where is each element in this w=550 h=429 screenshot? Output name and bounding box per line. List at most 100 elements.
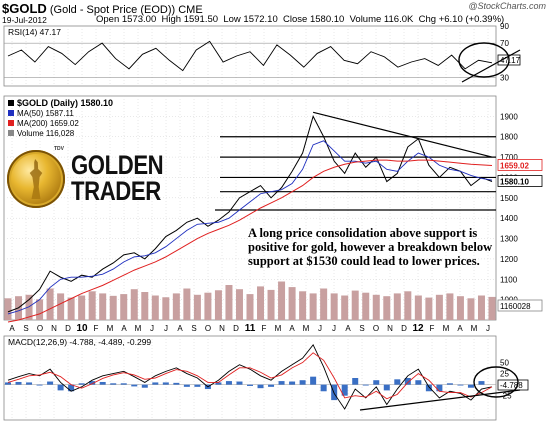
macd-histogram-bar bbox=[278, 381, 285, 385]
x-tick-label: A bbox=[289, 324, 295, 333]
close-value: 1580.10 bbox=[309, 14, 345, 25]
x-tick-label: D bbox=[65, 324, 71, 333]
x-tick-label: N bbox=[51, 324, 57, 333]
date-label: 19-Jul-2012 bbox=[2, 15, 47, 25]
volume-bar bbox=[78, 295, 86, 320]
macd-histogram-bar bbox=[120, 383, 127, 385]
legend-entry: MA(200) 1659.02 bbox=[17, 119, 79, 128]
rsi-y-tick: 30 bbox=[500, 73, 509, 82]
price-value-box bbox=[497, 175, 543, 187]
volume-value-label: 1160028 bbox=[500, 302, 531, 311]
macd-histogram-bar bbox=[173, 382, 180, 385]
price-y-tick: 1200 bbox=[500, 255, 518, 264]
volume-bar bbox=[372, 294, 380, 320]
macd-histogram-bar bbox=[320, 384, 327, 392]
volume-bar bbox=[99, 293, 107, 320]
x-tick-label: O bbox=[37, 324, 43, 333]
x-tick-label: J bbox=[332, 324, 336, 333]
x-tick-label: A bbox=[177, 324, 183, 333]
x-axis: A S O N D 10 F M A M J J A S O N D 11 F M A M J J A S O N D 12 F M A M J bbox=[9, 323, 490, 334]
macd-histogram-bar bbox=[5, 382, 11, 385]
macd-histogram-bar bbox=[141, 384, 148, 388]
macd-histogram-bar bbox=[236, 381, 243, 385]
golden-trader-logo: GOLDEN TRADER bbox=[71, 152, 164, 206]
volume-bar bbox=[25, 294, 33, 320]
macd-histogram-bar bbox=[467, 384, 474, 388]
volume-bar bbox=[456, 296, 464, 320]
symbol-title: $GOLD bbox=[2, 1, 47, 16]
macd-histogram-bar bbox=[415, 380, 422, 385]
volume-bar bbox=[404, 291, 412, 320]
volume-bar bbox=[225, 285, 233, 320]
x-tick-label: J bbox=[164, 324, 168, 333]
volume-bar bbox=[162, 297, 170, 320]
x-tick-label: S bbox=[191, 324, 196, 333]
volume-bar bbox=[488, 296, 496, 320]
volume-bar bbox=[67, 297, 75, 320]
x-tick-label: M bbox=[135, 324, 142, 333]
macd-histogram-bar bbox=[404, 378, 411, 385]
volume-bar bbox=[120, 294, 128, 320]
price-value-label: 1580.10 bbox=[500, 178, 529, 187]
macd-histogram-bar bbox=[183, 384, 190, 387]
macd-histogram-bar bbox=[268, 384, 275, 387]
macd-y-tick: 25 bbox=[500, 370, 509, 379]
price-y-tick: 1800 bbox=[500, 133, 518, 142]
x-tick-label: D bbox=[401, 324, 407, 333]
volume-bar bbox=[141, 292, 149, 320]
exchange-label: CME bbox=[178, 4, 203, 16]
volume-bar bbox=[309, 293, 317, 320]
macd-y-tick: 50 bbox=[500, 359, 509, 368]
volume-bar bbox=[257, 286, 265, 320]
macd-panel: MACD(12,26,9) -4.788, -4.489, -0.299 bbox=[5, 337, 493, 410]
rsi-circle-annotation bbox=[458, 42, 510, 78]
price-value-label: 1659.02 bbox=[500, 161, 529, 170]
rsi-panel: RSI(14) 47.17 bbox=[7, 27, 493, 72]
rsi-legend: RSI(14) 47.17 bbox=[8, 27, 61, 37]
macd-circle-annotation bbox=[473, 366, 519, 398]
x-tick-label: A bbox=[121, 324, 127, 333]
price-panel bbox=[4, 111, 496, 323]
x-tick-label: M bbox=[303, 324, 310, 333]
macd-histogram-bar bbox=[310, 376, 317, 385]
volume-bar bbox=[477, 295, 485, 320]
volume-bar bbox=[330, 293, 338, 320]
volume-bar bbox=[341, 295, 349, 320]
volume-bar bbox=[109, 295, 117, 320]
change-value: +6.10 (+0.39%) bbox=[438, 14, 505, 25]
legend-entry: $GOLD (Daily) 1580.10 bbox=[17, 98, 113, 108]
volume-bar bbox=[151, 295, 159, 320]
macd-histogram-bar bbox=[68, 384, 75, 392]
macd-histogram-bar bbox=[436, 384, 443, 392]
open-value: 1573.00 bbox=[121, 14, 157, 25]
x-tick-label: M bbox=[471, 324, 478, 333]
logo-line2: TRADER bbox=[71, 176, 161, 206]
macd-histogram-bar bbox=[131, 384, 138, 387]
price-y-tick: 1300 bbox=[500, 235, 518, 244]
volume-bar bbox=[88, 291, 96, 320]
volume-bar bbox=[383, 296, 391, 320]
price-series-1 bbox=[7, 140, 493, 315]
volume-bar bbox=[446, 293, 454, 320]
rsi-y-tick: 90 bbox=[500, 22, 509, 31]
macd-value-box bbox=[497, 379, 529, 391]
rsi-y-tick: 70 bbox=[500, 39, 509, 48]
x-tick-label: A bbox=[457, 324, 463, 333]
macd-histogram-bar bbox=[89, 381, 96, 385]
volume-bar bbox=[235, 289, 243, 320]
volume-bar bbox=[362, 292, 370, 320]
watermark: @StockCharts.com bbox=[468, 1, 546, 11]
high-value: 1591.50 bbox=[183, 14, 219, 25]
rsi-line bbox=[7, 40, 493, 72]
ohlc-strip: Open 1573.00 High 1591.50 Low 1572.10 Cl… bbox=[96, 14, 505, 25]
x-tick-label: F bbox=[94, 324, 99, 333]
volume-bar bbox=[425, 297, 433, 320]
macd-histogram-bar bbox=[47, 381, 54, 385]
x-tick-label: N bbox=[387, 324, 393, 333]
macd-histogram-bar bbox=[26, 382, 33, 385]
macd-histogram-bar bbox=[478, 381, 485, 385]
macd-histogram-bar bbox=[352, 378, 359, 385]
volume-bar bbox=[183, 288, 191, 320]
grid-lines bbox=[4, 26, 496, 420]
